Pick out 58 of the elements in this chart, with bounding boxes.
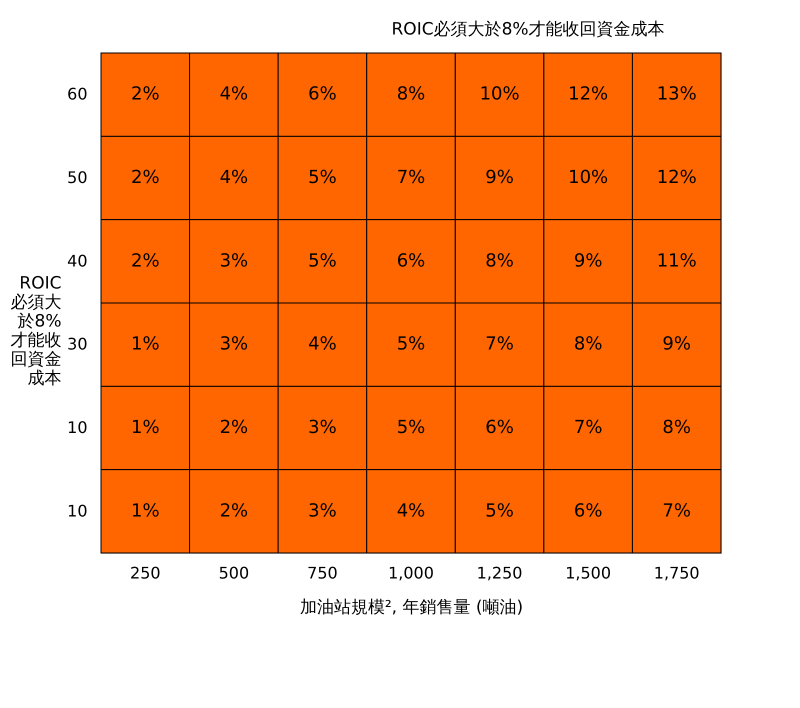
x-tick-label: 1,500 [565, 564, 612, 582]
data-label: 3% [220, 334, 248, 355]
data-label: 12% [568, 84, 608, 105]
data-label: 5% [396, 334, 426, 355]
data-label: 13% [656, 84, 697, 105]
data-label: 8% [396, 84, 426, 105]
data-label: 9% [662, 334, 691, 355]
data-label: 5% [396, 417, 426, 438]
data-label: 6% [396, 250, 426, 272]
data-label: 1% [131, 417, 160, 438]
y-tick-label: 30 [67, 334, 88, 354]
data-label: 7% [396, 167, 426, 188]
data-label: 5% [485, 500, 514, 522]
data-label: 5% [308, 250, 337, 272]
data-label: 4% [220, 167, 248, 188]
data-label: 9% [485, 167, 514, 188]
data-label: 2% [131, 167, 160, 188]
data-label: 7% [662, 500, 691, 522]
data-label: 4% [396, 500, 426, 522]
y-tick-label: 10 [67, 418, 88, 437]
data-label: 4% [308, 334, 337, 355]
x-tick-label: 250 [130, 564, 161, 582]
data-label: 10% [480, 84, 520, 105]
data-label: 7% [485, 334, 514, 355]
data-label: 3% [220, 250, 248, 272]
data-label: 2% [131, 250, 160, 272]
data-label: 8% [574, 334, 602, 355]
data-label: 12% [656, 167, 697, 188]
data-label: 10% [568, 167, 608, 188]
data-label: 6% [485, 417, 514, 438]
data-label: 2% [220, 417, 248, 438]
data-label: 5% [308, 167, 337, 188]
data-label: 3% [308, 417, 337, 438]
data-label: 3% [308, 500, 337, 522]
text: ROIC必須大於8%才能收回資金成本 [10, 274, 62, 388]
data-label: 11% [656, 250, 697, 272]
y-tick-label: 40 [67, 251, 88, 270]
data-label: 4% [220, 84, 248, 105]
x-tick-label: 1,750 [654, 564, 700, 582]
x-tick-label: 750 [307, 564, 338, 582]
x-axis-title: 加油站規模², 年銷售量 (噸油) [300, 598, 524, 618]
data-label: 9% [574, 250, 602, 272]
y-tick-label: 60 [67, 84, 88, 104]
x-tick-label: 1,250 [476, 564, 522, 582]
data-label: 8% [485, 250, 514, 272]
y-tick-label: 10 [67, 501, 88, 520]
data-label: 2% [220, 500, 248, 522]
data-label: 6% [308, 84, 337, 105]
data-label: 1% [131, 334, 160, 355]
y-axis-title: ROIC必須大於8%才能收回資金成本 [392, 20, 665, 40]
x-tick-label: 500 [218, 564, 250, 582]
data-label: 8% [662, 417, 691, 438]
x-tick-label: 1,000 [388, 564, 434, 582]
data-label: 6% [574, 500, 602, 522]
y-tick-label: 50 [67, 168, 88, 187]
data-label: 1% [131, 500, 160, 522]
data-label: 2% [131, 84, 160, 105]
data-label: 7% [574, 417, 602, 438]
